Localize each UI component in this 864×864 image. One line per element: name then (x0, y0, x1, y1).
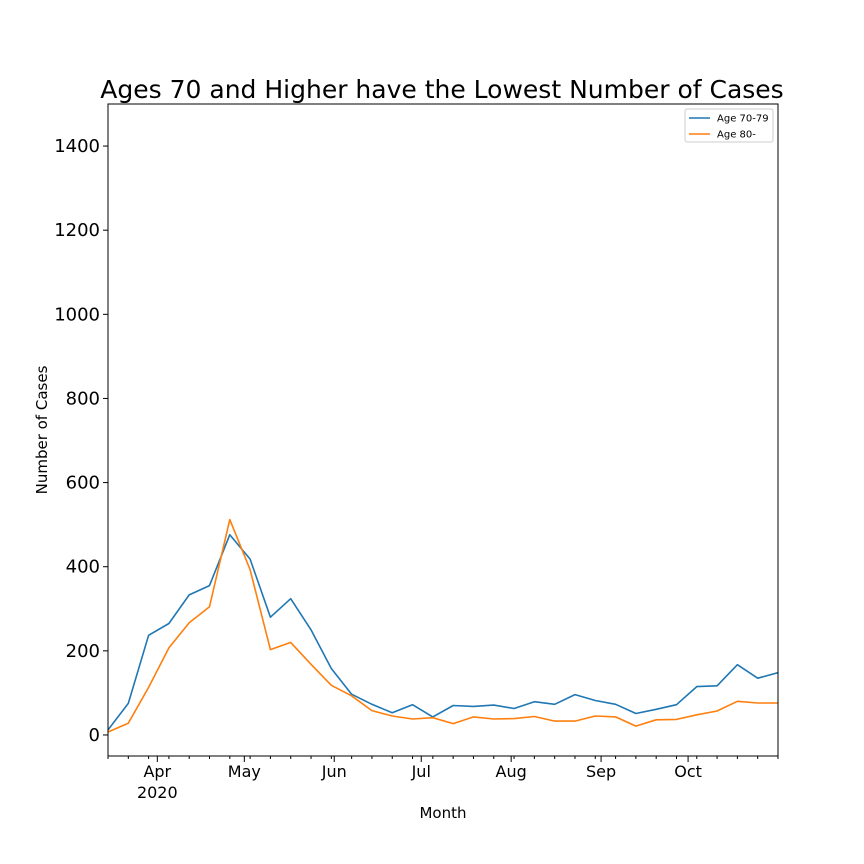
y-tick-label: 1000 (54, 304, 100, 325)
x-tick-label: May (228, 762, 261, 781)
y-tick-label: 0 (89, 725, 100, 746)
chart-title: Ages 70 and Higher have the Lowest Numbe… (100, 75, 783, 104)
legend-label: Age 80- (717, 130, 756, 141)
y-tick-label: 1400 (54, 136, 100, 157)
x-axis: Apr 2020 May Jun Jul Aug Sep Oct (107, 756, 779, 802)
x-tick-label: Apr (143, 762, 171, 781)
legend-label: Age 70-79 (717, 114, 769, 125)
y-tick-label: 800 (66, 388, 100, 409)
y-tick-label: 1200 (54, 220, 100, 241)
y-tick-label: 200 (66, 641, 100, 662)
series-layer (108, 518, 778, 733)
x-tick-label: Jul (411, 762, 431, 781)
series-line-2 (108, 518, 778, 733)
x-axis-label: Month (419, 804, 466, 822)
legend-entries: Age 70-79 Age 80- (689, 114, 769, 141)
y-axis: 0 200 400 600 800 1000 1200 1400 (54, 136, 108, 746)
legend: Age 70-79 Age 80- (684, 108, 774, 143)
x-tick-label: Jun (321, 762, 347, 781)
y-tick-label: 600 (66, 473, 100, 494)
x-tick-label: Aug (496, 762, 527, 781)
plot-frame (107, 103, 779, 757)
x-tick-label: Oct (674, 762, 702, 781)
y-axis-label: Number of Cases (33, 365, 51, 494)
x-tick-label: Sep (586, 762, 616, 781)
x-tick-sublabel: 2020 (137, 783, 178, 802)
y-tick-label: 400 (66, 557, 100, 578)
